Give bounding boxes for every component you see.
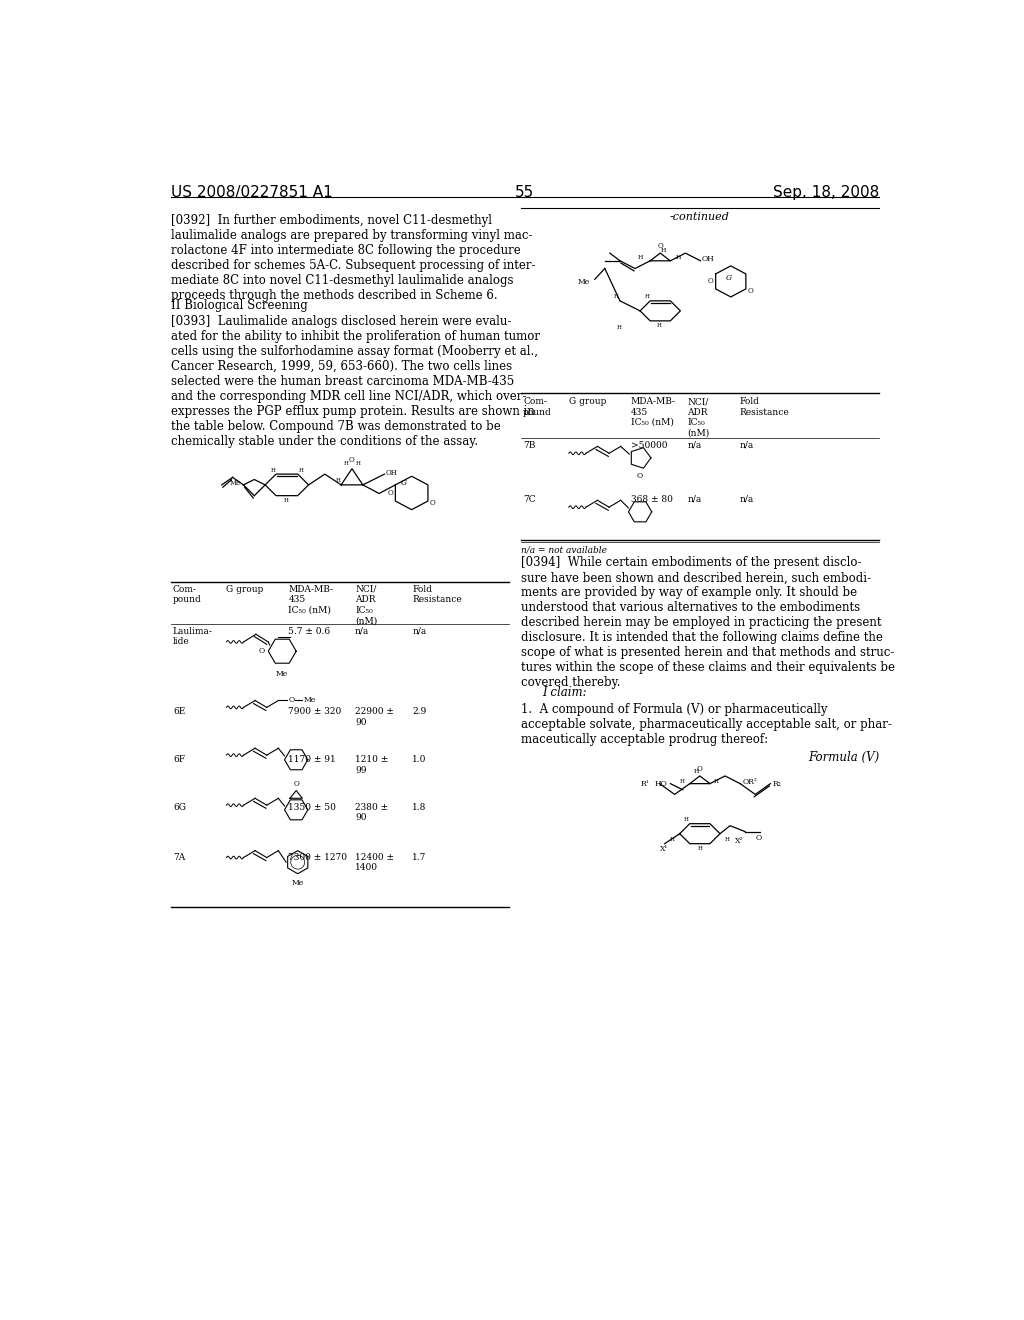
- Text: H: H: [714, 779, 719, 784]
- Text: H: H: [694, 768, 699, 774]
- Text: H: H: [270, 467, 275, 473]
- Text: Me: Me: [304, 697, 316, 705]
- Text: O: O: [708, 277, 714, 285]
- Text: II Biological Screening: II Biological Screening: [171, 298, 307, 312]
- Text: Fold
Resistance: Fold Resistance: [413, 585, 462, 605]
- Text: O: O: [430, 499, 436, 507]
- Text: Com-
pound: Com- pound: [523, 397, 552, 417]
- Text: 2.9: 2.9: [413, 708, 427, 717]
- Text: 12400 ±
1400: 12400 ± 1400: [355, 853, 394, 873]
- Text: 1170 ± 91: 1170 ± 91: [289, 755, 336, 764]
- Text: H: H: [660, 248, 666, 253]
- Text: OH: OH: [701, 255, 715, 263]
- Text: R₂: R₂: [772, 780, 781, 788]
- Text: 55: 55: [515, 185, 535, 201]
- Text: H: H: [299, 467, 303, 473]
- Text: 7900 ± 320: 7900 ± 320: [289, 708, 342, 717]
- Text: n/a = not available: n/a = not available: [521, 545, 607, 554]
- Text: 1210 ±
99: 1210 ± 99: [355, 755, 388, 775]
- Text: NCI/
ADR
IC₅₀
(nM): NCI/ ADR IC₅₀ (nM): [355, 585, 377, 626]
- Text: H: H: [644, 294, 649, 300]
- Text: 1350 ± 50: 1350 ± 50: [289, 803, 336, 812]
- Text: X²: X²: [735, 837, 743, 845]
- Text: -continued: -continued: [670, 213, 730, 222]
- Text: [0392]  In further embodiments, novel C11-desmethyl
laulimalide analogs are prep: [0392] In further embodiments, novel C11…: [171, 214, 536, 302]
- Text: O: O: [289, 697, 295, 705]
- Text: H: H: [614, 294, 618, 300]
- Text: H: H: [638, 255, 643, 260]
- Text: 2380 ±
90: 2380 ± 90: [355, 803, 388, 822]
- Text: 1.0: 1.0: [413, 755, 427, 764]
- Text: 7300 ± 1270: 7300 ± 1270: [289, 853, 347, 862]
- Text: 1.7: 1.7: [413, 853, 427, 862]
- Text: Me: Me: [276, 671, 289, 678]
- Text: G group: G group: [568, 397, 606, 407]
- Text: O: O: [293, 780, 299, 788]
- Text: OH: OH: [386, 470, 397, 478]
- Text: 5.7 ± 0.6: 5.7 ± 0.6: [289, 627, 331, 635]
- Text: H: H: [684, 817, 689, 822]
- Text: G: G: [400, 479, 407, 487]
- Text: NCI/
ADR
IC₅₀
(nM): NCI/ ADR IC₅₀ (nM): [687, 397, 710, 437]
- Text: 1.  A compound of Formula (V) or pharmaceutically
acceptable solvate, pharmaceut: 1. A compound of Formula (V) or pharmace…: [521, 702, 892, 746]
- Text: [0393]  Laulimalide analogs disclosed herein were evalu-
ated for the ability to: [0393] Laulimalide analogs disclosed her…: [171, 314, 540, 447]
- Text: Me: Me: [292, 879, 304, 887]
- Text: OR²: OR²: [742, 777, 757, 787]
- Text: O: O: [748, 286, 754, 294]
- Text: O: O: [657, 242, 664, 249]
- Text: Me: Me: [230, 479, 242, 487]
- Text: Me: Me: [578, 277, 590, 285]
- Text: R¹: R¹: [641, 780, 649, 788]
- Text: n/a: n/a: [739, 441, 754, 450]
- Text: [0394]  While certain embodiments of the present disclo-
sure have been shown an: [0394] While certain embodiments of the …: [521, 557, 895, 689]
- Text: H: H: [343, 462, 348, 466]
- Text: O: O: [697, 764, 702, 774]
- Text: H: H: [356, 462, 360, 466]
- Text: 7C: 7C: [523, 495, 536, 504]
- Text: H: H: [617, 325, 622, 330]
- Text: Com-
pound: Com- pound: [173, 585, 202, 605]
- Text: O: O: [259, 647, 265, 655]
- Text: 7A: 7A: [173, 853, 185, 862]
- Text: US 2008/0227851 A1: US 2008/0227851 A1: [171, 185, 333, 201]
- Text: n/a: n/a: [687, 441, 701, 450]
- Text: H: H: [657, 323, 662, 329]
- Text: Sep. 18, 2008: Sep. 18, 2008: [773, 185, 879, 201]
- Text: Laulima-
lide: Laulima- lide: [173, 627, 213, 645]
- Text: MDA-MB-
435
IC₅₀ (nM): MDA-MB- 435 IC₅₀ (nM): [289, 585, 334, 615]
- Text: O: O: [756, 833, 762, 842]
- Text: n/a: n/a: [687, 495, 701, 504]
- Text: G: G: [726, 273, 732, 281]
- Text: n/a: n/a: [739, 495, 754, 504]
- Text: 7B: 7B: [523, 441, 536, 450]
- Text: O: O: [637, 471, 643, 479]
- Text: O: O: [349, 457, 355, 465]
- Text: 22900 ±
90: 22900 ± 90: [355, 708, 394, 727]
- Text: 6G: 6G: [173, 803, 186, 812]
- Text: 6E: 6E: [173, 708, 185, 717]
- Text: H: H: [725, 837, 730, 842]
- Text: 368 ± 80: 368 ± 80: [631, 495, 673, 504]
- Text: G group: G group: [226, 585, 264, 594]
- Text: HO: HO: [654, 780, 668, 788]
- Text: Fold
Resistance: Fold Resistance: [739, 397, 790, 417]
- Text: >50000: >50000: [631, 441, 668, 450]
- Text: MDA-MB-
435
IC₅₀ (nM): MDA-MB- 435 IC₅₀ (nM): [631, 397, 676, 426]
- Text: H: H: [697, 846, 702, 851]
- Text: X¹: X¹: [660, 845, 669, 853]
- Text: n/a: n/a: [355, 627, 370, 635]
- Text: Formula (V): Formula (V): [808, 751, 879, 763]
- Text: H: H: [336, 478, 340, 483]
- Text: 6F: 6F: [173, 755, 185, 764]
- Text: n/a: n/a: [413, 627, 427, 635]
- Text: I claim:: I claim:: [543, 686, 587, 698]
- Text: H: H: [670, 837, 675, 842]
- Text: O: O: [388, 488, 394, 496]
- Text: H: H: [680, 779, 684, 784]
- Text: H: H: [284, 498, 289, 503]
- Text: H: H: [676, 255, 681, 260]
- Text: 1.8: 1.8: [413, 803, 427, 812]
